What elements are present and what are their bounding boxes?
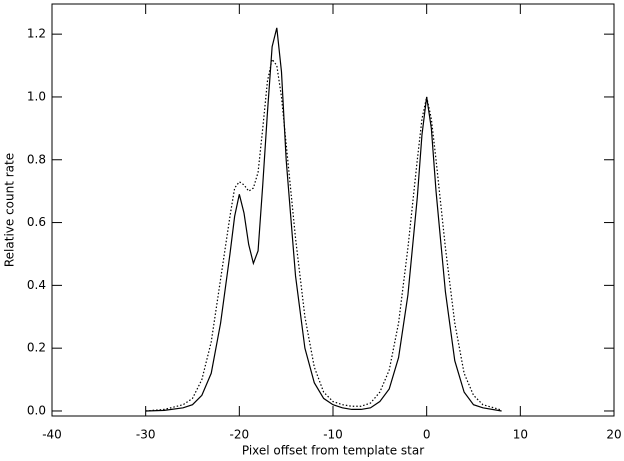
plot-frame: [51, 3, 615, 417]
data-line: [145, 57, 502, 412]
y-tick-label: 1.0: [27, 89, 46, 103]
x-tick-label: -10: [323, 428, 343, 442]
x-axis-label: Pixel offset from template star: [242, 444, 424, 458]
y-tick-label: 0.2: [27, 341, 46, 355]
x-tick-label: 0: [423, 428, 431, 442]
y-tick-label: 1.2: [27, 27, 46, 41]
y-axis-label: Relative count rate: [3, 153, 17, 267]
x-tick-label: -20: [230, 428, 250, 442]
x-tick-label: -30: [136, 428, 156, 442]
y-tick-label: 0.8: [27, 152, 46, 166]
x-tick-label: 10: [513, 428, 528, 442]
x-tick-label: 20: [606, 428, 621, 442]
data-line: [145, 27, 502, 412]
x-tick-label: -40: [42, 428, 62, 442]
y-tick-label: 0.4: [27, 278, 46, 292]
y-tick-label: 0.6: [27, 215, 46, 229]
y-tick-label: 0.0: [27, 403, 46, 417]
